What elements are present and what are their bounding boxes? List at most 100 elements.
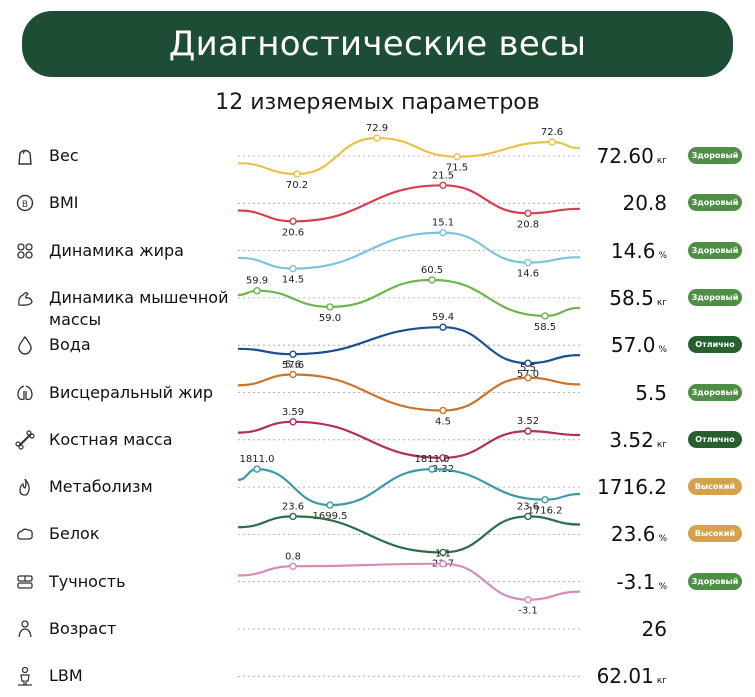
- status-badge: Здоровый: [688, 383, 742, 401]
- data-point: [373, 134, 381, 142]
- status-badge: Здоровый: [688, 241, 742, 259]
- data-point: [439, 454, 447, 462]
- data-label: 1.1: [435, 549, 451, 560]
- data-label: 4.5: [435, 417, 451, 428]
- parameter-value: 1716.2: [597, 475, 667, 499]
- parameter-value: 3.52 кг: [609, 428, 667, 452]
- parameter-label: Метаболизм: [49, 477, 153, 497]
- page-title: Диагностические весы: [168, 24, 587, 64]
- parameter-value: -3.1%: [616, 570, 667, 594]
- data-label: 20.8: [517, 219, 539, 230]
- parameter-label: Вес: [49, 146, 79, 165]
- data-label: 59.4: [432, 312, 454, 323]
- data-point: [289, 370, 297, 379]
- value-number: 20.8: [622, 191, 667, 216]
- value-number: 14.6: [610, 238, 656, 263]
- series-line: [237, 515, 581, 554]
- data-label: 59.0: [319, 313, 341, 324]
- data-point: [253, 287, 261, 295]
- status-badge: Здоровый: [688, 572, 742, 590]
- data-point: [289, 217, 297, 226]
- data-point: [439, 548, 447, 557]
- data-point: [326, 501, 334, 509]
- data-point: [439, 181, 447, 190]
- weight-icon: [18, 149, 32, 165]
- data-point: [524, 512, 532, 521]
- data-point: [289, 512, 297, 521]
- status-badge: Отлично: [688, 430, 742, 448]
- data-point: [289, 562, 297, 570]
- parameter-value: 26: [642, 617, 667, 641]
- value-number: 62.01: [596, 664, 654, 689]
- data-point: [253, 465, 261, 473]
- data-label: 72.6: [541, 127, 563, 138]
- value-unit: кг: [656, 439, 667, 450]
- fat-icon: [17, 242, 33, 259]
- value-unit: кг: [656, 156, 667, 166]
- series-line: [237, 373, 581, 412]
- status-badge: Здоровый: [688, 194, 742, 212]
- parameter-label: Динамика мышечной массы: [49, 287, 229, 329]
- value-number: -3.1: [616, 569, 656, 594]
- status-badge: Отлично: [688, 336, 742, 354]
- data-point: [524, 596, 532, 604]
- value-number: 23.6: [610, 522, 656, 547]
- parameter-value: 5.5: [635, 381, 667, 405]
- data-label: 72.9: [366, 123, 388, 134]
- data-label: 57.6: [282, 360, 304, 371]
- value-number: 26: [641, 617, 667, 641]
- data-point: [439, 323, 447, 331]
- data-label: 5.6: [285, 360, 301, 371]
- muscle-icon: [18, 291, 33, 306]
- data-label: 3.52: [517, 416, 539, 427]
- value-unit: %: [658, 581, 667, 592]
- data-point: [524, 427, 532, 435]
- data-label: 21.5: [432, 170, 454, 181]
- parameter-label: Костная масса: [49, 429, 173, 449]
- data-label: 1716.2: [528, 506, 563, 517]
- data-point: [524, 258, 532, 267]
- parameter-value: 23.6%: [611, 522, 667, 546]
- status-badge: Высокий: [688, 525, 742, 543]
- parameter-value: 57.0%: [611, 333, 667, 357]
- parameter-value: 14.6%: [611, 239, 667, 263]
- data-point: [524, 374, 532, 382]
- bone-icon: [15, 430, 35, 450]
- parameter-label: Возраст: [49, 619, 117, 638]
- status-badge: Высокий: [688, 478, 742, 496]
- obesity-icon: [17, 575, 33, 589]
- data-point: [326, 303, 334, 311]
- flame-icon: [19, 478, 30, 496]
- data-point: [541, 496, 549, 504]
- value-unit: кг: [656, 297, 667, 308]
- parameter-label: BMI: [49, 193, 79, 213]
- data-point: [439, 560, 447, 568]
- value-unit: %: [658, 345, 667, 356]
- data-label: 5.5: [520, 363, 536, 374]
- water-icon: [18, 336, 32, 355]
- data-point: [428, 276, 436, 284]
- data-point: [439, 406, 447, 415]
- data-label: 14.5: [282, 275, 304, 286]
- data-label: 71.5: [446, 163, 468, 174]
- series-line: [237, 231, 581, 270]
- data-label: 0.8: [285, 551, 301, 562]
- data-label: 1811.0: [415, 454, 450, 465]
- data-label: 59.9: [246, 276, 268, 287]
- status-badge: Здоровый: [688, 147, 742, 164]
- protein-icon: [17, 528, 33, 541]
- value-number: 72.60: [596, 144, 654, 168]
- data-point: [293, 170, 301, 178]
- series-line: [237, 562, 581, 601]
- data-label: 58.5: [534, 322, 556, 333]
- data-point: [289, 264, 297, 273]
- value-number: 1716.2: [597, 475, 667, 500]
- value-unit: %: [658, 250, 667, 261]
- value-number: 3.52: [609, 427, 654, 452]
- data-label: 70.2: [286, 180, 308, 191]
- visceral-fat-icon: [17, 384, 33, 400]
- data-label: 1699.5: [313, 511, 348, 522]
- data-label: -3.1: [518, 606, 538, 617]
- status-badge: Здоровый: [688, 288, 742, 306]
